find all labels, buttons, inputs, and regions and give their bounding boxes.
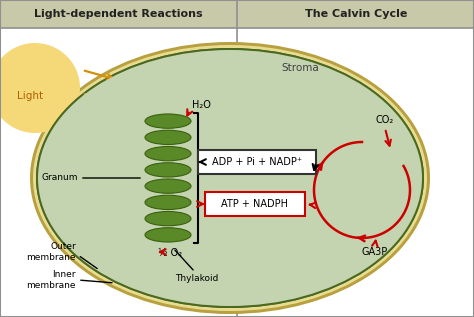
Text: ½ O₂: ½ O₂ (158, 248, 182, 258)
Text: Light: Light (17, 91, 43, 101)
Text: Light-dependent Reactions: Light-dependent Reactions (34, 9, 202, 19)
Ellipse shape (145, 211, 191, 226)
Ellipse shape (145, 130, 191, 145)
Text: H₂O: H₂O (192, 100, 211, 110)
Ellipse shape (145, 228, 191, 242)
Text: ATP + NADPH: ATP + NADPH (221, 199, 289, 209)
Ellipse shape (33, 45, 427, 311)
Ellipse shape (36, 48, 424, 308)
Ellipse shape (30, 42, 430, 314)
Ellipse shape (145, 146, 191, 161)
Bar (0, 0, 474, 28)
Text: GA3P: GA3P (362, 247, 388, 257)
Ellipse shape (36, 48, 424, 308)
Ellipse shape (145, 195, 191, 210)
Text: ADP + Pi + NADP⁺: ADP + Pi + NADP⁺ (212, 157, 302, 167)
Bar (237, 28, 474, 317)
Ellipse shape (145, 163, 191, 177)
Circle shape (0, 43, 80, 133)
Bar (205, 192, 305, 216)
Text: Granum: Granum (42, 173, 78, 183)
Bar (0, 28, 237, 317)
Text: Thylakoid: Thylakoid (175, 274, 219, 283)
Ellipse shape (145, 114, 191, 128)
Ellipse shape (38, 50, 422, 306)
Text: CO₂: CO₂ (376, 115, 394, 125)
Text: Outer
membrane: Outer membrane (27, 242, 76, 262)
Text: Stroma: Stroma (281, 63, 319, 73)
Text: The Calvin Cycle: The Calvin Cycle (305, 9, 407, 19)
Ellipse shape (145, 179, 191, 193)
Text: Inner
membrane: Inner membrane (27, 270, 76, 290)
Bar (198, 150, 316, 174)
